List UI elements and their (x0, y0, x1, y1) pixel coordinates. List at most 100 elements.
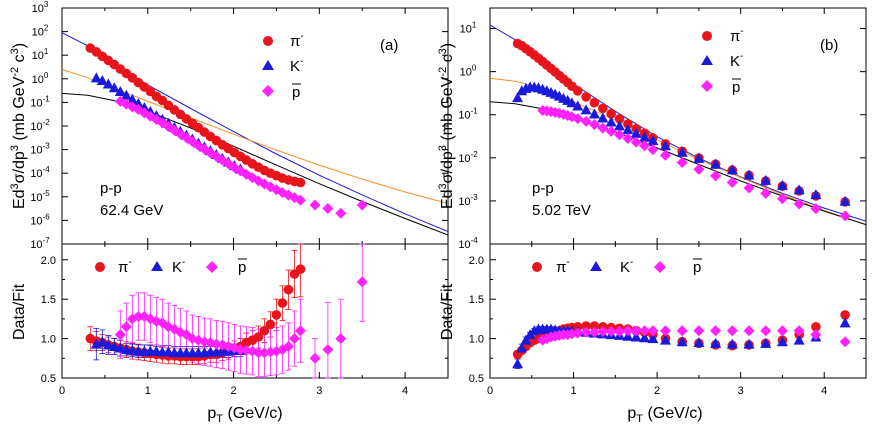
kaon-marker (743, 338, 755, 349)
pion-marker (253, 332, 264, 342)
antiproton-marker (309, 352, 321, 364)
antiproton-marker (114, 329, 126, 341)
kaon-marker (659, 140, 671, 151)
y-tick-label: 10-2 (30, 118, 50, 133)
antiproton-marker (810, 329, 822, 341)
legend-label-pion: π- (290, 31, 304, 50)
y-tick-label: 100 (32, 71, 49, 86)
antiproton-marker (710, 325, 722, 337)
antiproton-marker (605, 125, 617, 137)
kaon-marker (810, 189, 822, 200)
antiproton-marker (726, 325, 738, 337)
x-tick-label: 1 (145, 385, 151, 397)
pion-marker (572, 86, 583, 96)
system-label-b: p-p (532, 180, 554, 197)
antiproton-marker (659, 149, 671, 161)
kaon-marker (520, 334, 532, 345)
kaon-marker (776, 179, 788, 190)
antiproton-marker (614, 129, 626, 141)
y-tick-label: 0.5 (41, 373, 56, 385)
legend-marker-antiproton (701, 80, 713, 92)
kaon-marker (639, 332, 651, 343)
kaon-marker (676, 336, 688, 347)
kaon-marker (114, 85, 126, 96)
kaon-marker (605, 116, 617, 127)
pion-marker (271, 310, 282, 320)
antiproton-marker (588, 119, 600, 131)
legend-label-kaon: K- (172, 257, 185, 276)
x-tick-label: 0 (59, 385, 65, 397)
x-tick-label: 4 (402, 385, 408, 397)
pion-marker (581, 92, 591, 102)
antiproton-marker (647, 325, 659, 337)
energy-label-b: 5.02 TeV (532, 202, 591, 219)
ratio-y-title-a: Data/Fit (11, 283, 28, 340)
pion-marker (581, 321, 591, 331)
y-tick-label: 2.0 (469, 255, 484, 267)
kaon-marker (676, 146, 688, 157)
legend-label-antiproton: p (292, 84, 300, 101)
panel-label-a: (a) (380, 37, 398, 54)
x-tick-label: 1 (570, 385, 576, 397)
antiproton-marker (322, 202, 334, 214)
antiproton-marker (614, 325, 626, 337)
antiproton-marker (639, 325, 651, 337)
antiproton-marker (676, 156, 688, 168)
legend-label-pion: π- (556, 257, 570, 276)
y-tick-label: 10-5 (30, 189, 50, 204)
kaon-marker (710, 158, 722, 169)
legend-marker-pion (532, 262, 542, 272)
kaon-marker (102, 78, 114, 89)
panel-label-b: (b) (820, 37, 838, 54)
kaon-marker (793, 334, 805, 345)
kaon-marker (639, 131, 651, 142)
kaon-marker (647, 333, 659, 344)
y-tick-label: 10-7 (30, 236, 50, 251)
legend-marker-pion (95, 262, 105, 272)
kaon-marker (588, 108, 600, 119)
antiproton-marker (810, 203, 822, 215)
kaon-marker (647, 135, 659, 146)
antiproton-marker (639, 140, 651, 152)
y-tick-label: 10-3 (458, 193, 478, 208)
y-tick-label: 10-2 (458, 150, 478, 165)
legend-label-antiproton: p (238, 259, 246, 276)
kaon-marker (693, 337, 705, 348)
kaon-marker (96, 336, 108, 347)
legend-marker-kaon (701, 55, 713, 65)
pion-marker (606, 109, 616, 119)
y-tick-label: 10-4 (30, 165, 50, 180)
kaon-marker (580, 104, 592, 115)
y-tick-label: 100 (460, 64, 477, 79)
kaon-marker (630, 127, 642, 138)
kaon-marker (710, 337, 722, 348)
antiproton-marker (693, 163, 705, 175)
legend-label-antiproton: p (732, 79, 740, 96)
legend-label-kaon: K- (730, 51, 743, 70)
antiproton-marker (793, 198, 805, 210)
antiproton-marker (622, 325, 634, 337)
kaon-marker (793, 184, 805, 195)
antiproton-marker (776, 193, 788, 205)
antiproton-marker (309, 199, 321, 211)
y-tick-label: 10-6 (30, 212, 50, 227)
pion-marker (614, 114, 625, 124)
y-tick-label: 0.5 (469, 373, 484, 385)
antiproton-marker (693, 325, 705, 337)
kaon-marker (120, 89, 132, 100)
antiproton-marker (282, 340, 294, 352)
antiproton-marker (743, 182, 755, 194)
antiproton-marker (597, 325, 609, 337)
x-tick-label: 2 (654, 385, 660, 397)
antiproton-marker (839, 210, 851, 222)
antiproton-marker (120, 321, 132, 333)
pion-marker (589, 321, 600, 331)
antiproton-marker (760, 187, 772, 199)
y-tick-label: 1.5 (469, 294, 484, 306)
axis-ticks (61, 7, 867, 379)
data-markers (85, 38, 851, 369)
kaon-marker (693, 152, 705, 163)
kaon-marker (512, 92, 524, 103)
y-tick-label: 102 (32, 24, 49, 39)
